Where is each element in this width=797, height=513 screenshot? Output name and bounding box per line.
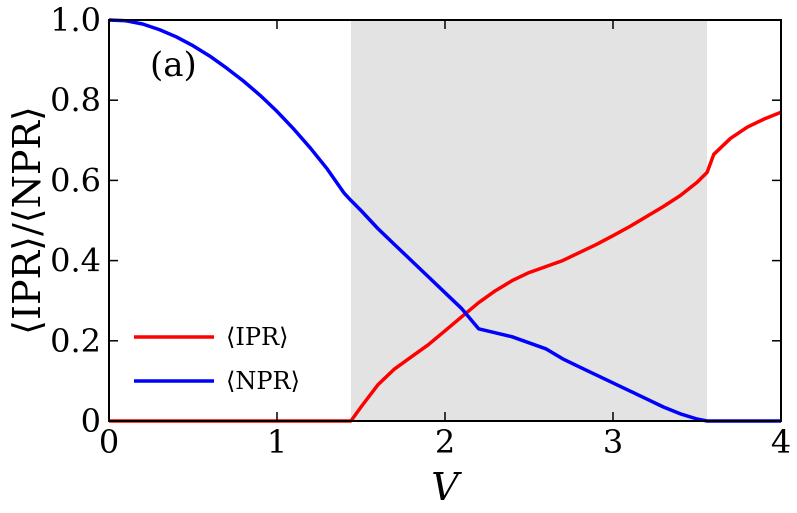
series-group [108,18,782,423]
legend-label-1: ⟨NPR⟩ [226,367,300,395]
x-tick-label: 3 [603,423,623,461]
shaded-region [350,20,708,421]
legend-label-0: ⟨IPR⟩ [226,323,288,351]
panel-label: (a) [150,45,197,85]
series-line-1 [108,18,781,423]
y-axis-label: ⟨IPR⟩/⟨NPR⟩ [5,106,49,335]
legend: ⟨IPR⟩ ⟨NPR⟩ [134,323,300,395]
x-tick-label: 2 [435,423,455,461]
x-tick-label: 4 [771,423,791,461]
x-axis-label: V [431,465,462,509]
y-tick-label: 0 [81,402,101,440]
x-tick-label: 0 [99,423,119,461]
y-tick-label: 0.8 [50,81,101,119]
y-tick-label: 0.4 [50,242,101,280]
y-tick-label: 1.0 [50,1,101,39]
y-tick-label: 0.6 [50,161,101,199]
series-line-0 [109,110,782,423]
ticks-group: 0 1 2 3 4 0 0.2 0.4 0.6 0.8 1.0 [50,1,791,461]
y-tick-label: 0.2 [50,322,101,360]
x-tick-label: 1 [267,423,287,461]
